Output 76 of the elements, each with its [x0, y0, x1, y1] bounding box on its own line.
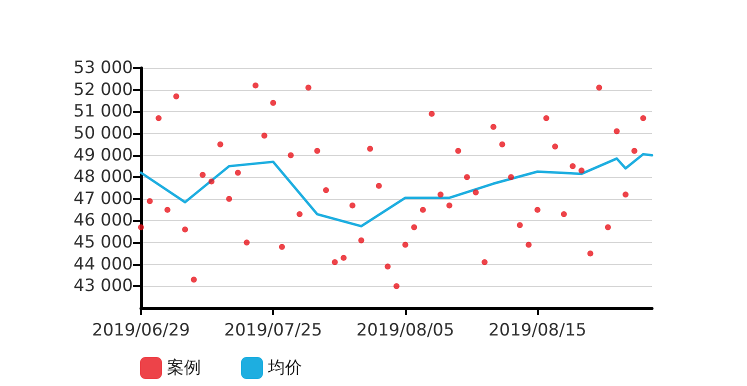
- point: [455, 148, 462, 154]
- point: [420, 206, 426, 213]
- point: [323, 187, 330, 194]
- point: [560, 211, 567, 218]
- point: [596, 84, 602, 91]
- y-tick-label: 43 000: [74, 276, 133, 296]
- point: [270, 100, 276, 106]
- point: [200, 172, 206, 178]
- point: [332, 259, 338, 266]
- point: [614, 128, 620, 134]
- point: [208, 178, 214, 184]
- point: [394, 283, 400, 290]
- y-tick-label: 50 000: [74, 123, 133, 144]
- point: [138, 224, 144, 230]
- point: [570, 163, 576, 170]
- point: [217, 141, 224, 148]
- point: [499, 141, 506, 148]
- point: [278, 244, 285, 250]
- point: [438, 192, 444, 198]
- point: [340, 254, 347, 261]
- line-series: [140, 152, 654, 228]
- point: [428, 110, 435, 117]
- x-tick-label: 2019/08/15: [488, 320, 586, 340]
- x-tick-label: 2019/07/25: [224, 320, 322, 340]
- point: [543, 115, 550, 122]
- legend-label: 均价: [267, 358, 302, 378]
- point: [490, 124, 496, 130]
- point: [146, 198, 153, 204]
- point: [464, 174, 470, 180]
- x-tick-label: 2019/06/29: [92, 320, 190, 340]
- point: [446, 202, 452, 208]
- point: [190, 276, 197, 283]
- point: [376, 182, 382, 189]
- point: [604, 224, 611, 230]
- point: [182, 226, 188, 232]
- point: [367, 146, 374, 152]
- point: [296, 211, 303, 218]
- point: [384, 264, 391, 270]
- point: [358, 237, 364, 244]
- point: [578, 168, 585, 174]
- point: [508, 174, 514, 180]
- point: [482, 259, 488, 266]
- point: [349, 202, 356, 208]
- point: [640, 115, 646, 122]
- point: [173, 93, 180, 100]
- point: [587, 250, 594, 256]
- point: [631, 148, 638, 154]
- y-tick-label: 49 000: [74, 145, 133, 166]
- point: [305, 84, 312, 91]
- point: [261, 132, 268, 139]
- point: [252, 82, 259, 88]
- point: [156, 115, 162, 122]
- point: [288, 152, 294, 158]
- y-tick-label: 46 000: [74, 210, 133, 231]
- point: [164, 206, 170, 213]
- point: [526, 242, 532, 248]
- y-tick-label: 51 000: [74, 102, 133, 122]
- point: [472, 189, 479, 196]
- x-tick-label: 2019/08/05: [356, 320, 454, 340]
- point: [516, 222, 523, 228]
- point: [234, 170, 241, 176]
- y-tick-label: 53 000: [74, 58, 133, 78]
- y-tick-label: 52 000: [74, 80, 133, 100]
- point: [552, 144, 558, 150]
- point: [534, 206, 540, 213]
- y-tick-label: 44 000: [74, 254, 133, 274]
- point: [411, 224, 418, 230]
- legend-label: 案例: [167, 358, 201, 378]
- point: [244, 240, 250, 246]
- y-tick-label: 48 000: [74, 167, 133, 188]
- point: [622, 192, 629, 198]
- point: [402, 242, 408, 248]
- point: [314, 148, 320, 154]
- point: [226, 196, 232, 202]
- y-tick-label: 45 000: [74, 232, 133, 253]
- y-tick-label: 47 000: [74, 188, 133, 209]
